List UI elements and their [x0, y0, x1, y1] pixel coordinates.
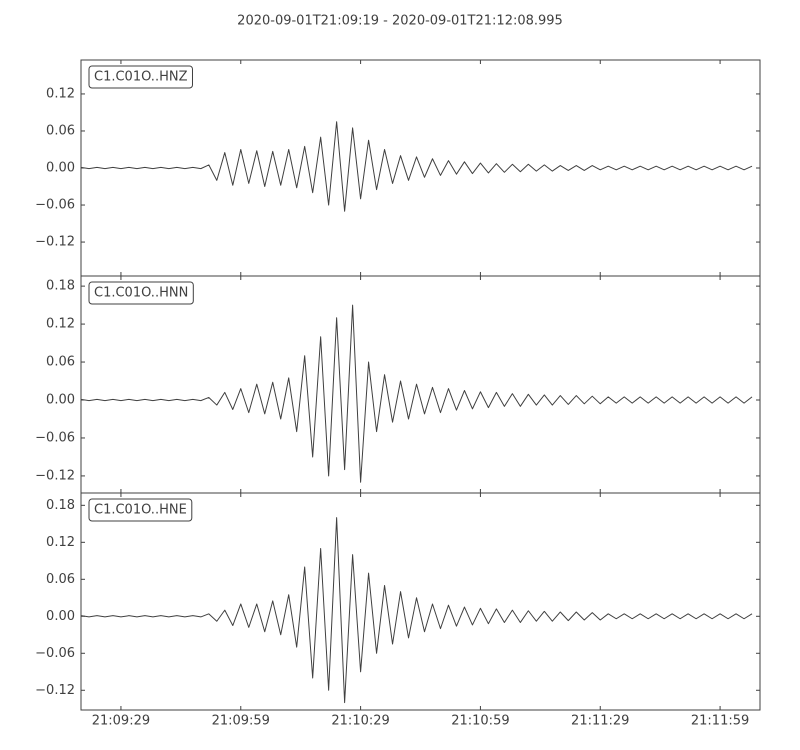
y-tick-label: −0.12: [35, 468, 75, 483]
y-tick-label: 0.18: [46, 279, 75, 294]
y-tick-label: −0.12: [35, 235, 75, 250]
y-tick-label: −0.12: [35, 683, 75, 698]
y-tick-label: 0.12: [46, 317, 75, 332]
trace-label-box: [88, 498, 193, 522]
trace-label: C1.C01O..HNE: [94, 503, 187, 518]
x-tick-label: 21:09:59: [212, 714, 270, 729]
x-tick-label: 21:10:29: [331, 714, 389, 729]
waveform: [81, 304, 753, 483]
y-tick-label: 0.12: [46, 86, 75, 101]
y-tick-label: 0.00: [46, 161, 75, 176]
trace-label: C1.C01O..HNZ: [94, 70, 188, 85]
y-tick-label: 0.06: [46, 572, 75, 587]
trace-label: C1.C01O..HNN: [94, 286, 188, 301]
chart-title: 2020-09-01T21:09:19 - 2020-09-01T21:12:0…: [237, 14, 563, 29]
x-tick-label: 21:10:59: [451, 714, 509, 729]
y-tick-label: 0.06: [46, 123, 75, 138]
y-tick-label: 0.00: [46, 609, 75, 624]
waveform: [81, 517, 753, 704]
y-tick-label: 0.00: [46, 393, 75, 408]
x-tick-label: 21:09:29: [92, 714, 150, 729]
y-tick-label: −0.06: [35, 198, 75, 213]
trace-label-box: [88, 65, 193, 89]
axes-frame: [80, 492, 761, 711]
x-tick-label: 21:11:29: [571, 714, 629, 729]
waveform: [81, 121, 753, 212]
y-tick-label: 0.12: [46, 535, 75, 550]
y-tick-label: −0.06: [35, 430, 75, 445]
y-tick-label: 0.06: [46, 355, 75, 370]
x-tick-label: 21:11:59: [691, 714, 749, 729]
y-tick-label: −0.06: [35, 646, 75, 661]
y-tick-label: 0.18: [46, 498, 75, 513]
trace-label-box: [88, 281, 194, 305]
